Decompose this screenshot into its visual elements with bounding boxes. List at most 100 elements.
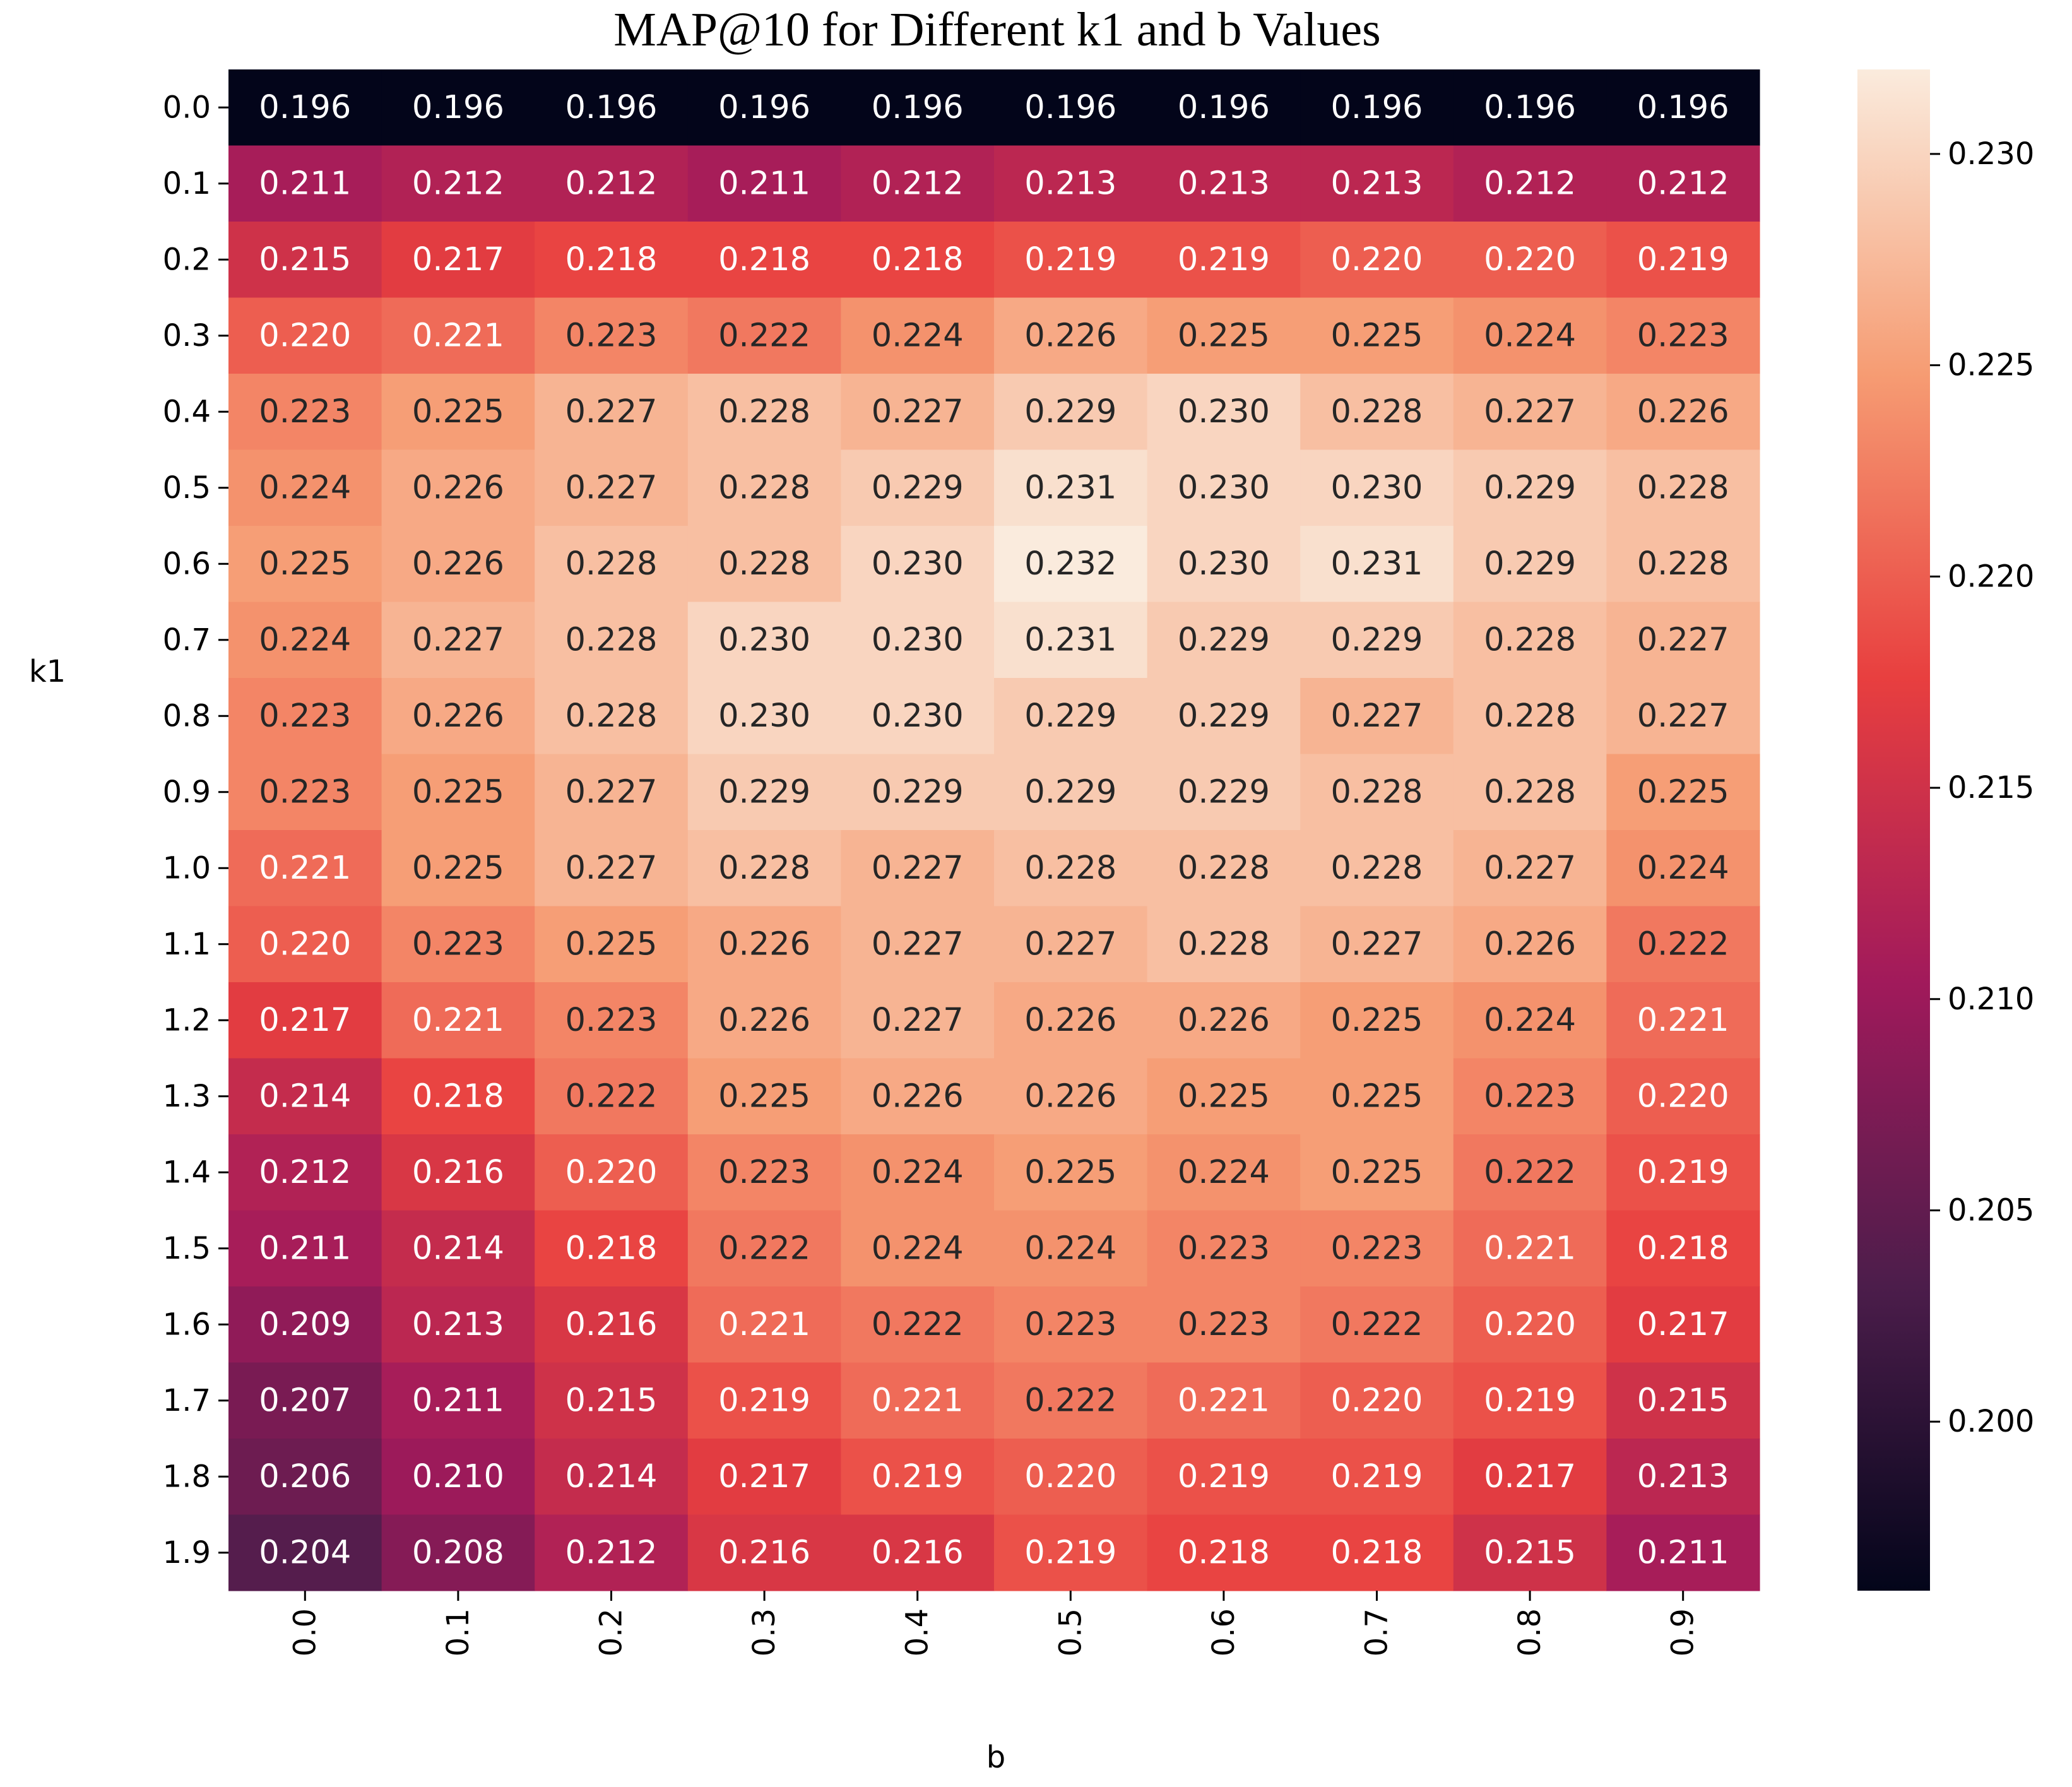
cell-value-label: 0.223 [1484, 1078, 1576, 1115]
heatmap-cell [1453, 1058, 1607, 1135]
heatmap-cell [687, 1210, 841, 1287]
heatmap-cell [535, 145, 689, 222]
heatmap-cell [687, 297, 841, 374]
colorbar-tick-label: 0.230 [1948, 136, 2034, 172]
heatmap-cell [381, 1439, 535, 1516]
heatmap-cell [994, 754, 1148, 831]
cell-value-label: 0.220 [1484, 241, 1576, 278]
cell-value-label: 0.212 [1484, 165, 1576, 202]
heatmap-cell [687, 222, 841, 299]
cell-value-label: 0.228 [565, 621, 657, 658]
cell-value-label: 0.228 [718, 850, 810, 887]
cell-value-label: 0.231 [1024, 621, 1116, 658]
y-tick-label: 0.1 [163, 166, 211, 201]
cell-value-label: 0.227 [1484, 850, 1576, 887]
cell-value-label: 0.225 [412, 850, 504, 887]
heatmap-cell [381, 678, 535, 755]
cell-value-label: 0.227 [565, 393, 657, 430]
heatmap-cell [1300, 69, 1454, 146]
cell-value-label: 0.222 [1484, 1154, 1576, 1191]
cell-value-label: 0.218 [412, 1078, 504, 1115]
heatmap-cell [994, 602, 1148, 679]
cell-value-label: 0.228 [1330, 393, 1423, 430]
heatmap-cell [687, 1058, 841, 1135]
cell-value-label: 0.230 [1330, 469, 1423, 506]
cell-value-label: 0.215 [1484, 1534, 1576, 1571]
heatmap-cell [1606, 602, 1760, 679]
heatmap-cell [535, 1514, 689, 1591]
cell-value-label: 0.196 [718, 89, 810, 126]
cell-value-label: 0.230 [872, 545, 964, 583]
heatmap-cell [228, 602, 382, 679]
y-tick-label: 0.3 [163, 318, 211, 353]
heatmap-cell [535, 222, 689, 299]
heatmap-cell [535, 754, 689, 831]
cell-value-label: 0.227 [872, 850, 964, 887]
heatmap-cell [994, 1286, 1148, 1363]
cell-value-label: 0.227 [1637, 621, 1729, 658]
heatmap-cell [687, 526, 841, 603]
cell-value-label: 0.228 [1178, 850, 1270, 887]
heatmap-cell [994, 1210, 1148, 1287]
cell-value-label: 0.230 [1178, 545, 1270, 583]
y-tick-label: 1.8 [163, 1459, 211, 1494]
cell-value-label: 0.227 [872, 925, 964, 963]
cell-value-label: 0.219 [1178, 241, 1270, 278]
heatmap-cell [841, 1514, 995, 1591]
heatmap-cell [994, 1058, 1148, 1135]
heatmap-cell [228, 830, 382, 907]
cell-value-label: 0.227 [1484, 393, 1576, 430]
cell-value-label: 0.222 [1637, 925, 1729, 963]
heatmap-cells: 0.196 0.196 0.196 0.196 0.196 0.196 0.196 0.196… [228, 69, 1760, 1591]
x-tick-label: 0.8 [1512, 1608, 1548, 1656]
heatmap-cell [1147, 830, 1301, 907]
cell-value-label: 0.226 [1178, 1002, 1270, 1039]
heatmap-cell [1147, 297, 1301, 374]
heatmap-cell [381, 906, 535, 983]
heatmap-cell [1606, 678, 1760, 755]
heatmap-cell [1606, 1514, 1760, 1591]
heatmap-cell [687, 1286, 841, 1363]
heatmap-cell [1300, 526, 1454, 603]
heatmap-cell [1300, 1134, 1454, 1211]
cell-value-label: 0.221 [1178, 1382, 1270, 1419]
heatmap-cell [1147, 678, 1301, 755]
cell-value-label: 0.212 [1637, 165, 1729, 202]
heatmap-cell [841, 297, 995, 374]
heatmap-cell [687, 374, 841, 451]
cell-value-label: 0.213 [1637, 1458, 1729, 1495]
heatmap-cell [841, 906, 995, 983]
cell-value-label: 0.204 [259, 1534, 351, 1571]
cell-value-label: 0.214 [565, 1458, 657, 1495]
cell-value-label: 0.216 [565, 1306, 657, 1343]
cell-value-label: 0.224 [259, 621, 351, 658]
cell-value-label: 0.224 [1484, 1002, 1576, 1039]
heatmap-cell [535, 906, 689, 983]
heatmap-cell [535, 830, 689, 907]
heatmap-cell [1300, 145, 1454, 222]
heatmap-cell [1606, 526, 1760, 603]
cell-value-label: 0.220 [1330, 1382, 1423, 1419]
cell-value-label: 0.216 [872, 1534, 964, 1571]
cell-value-label: 0.229 [1178, 698, 1270, 735]
heatmap-cell [687, 145, 841, 222]
x-tick-label: 0.4 [900, 1608, 935, 1656]
heatmap-cell [381, 1058, 535, 1135]
cell-value-label: 0.225 [1330, 1154, 1423, 1191]
cell-value-label: 0.224 [1024, 1230, 1116, 1267]
heatmap-cell [228, 69, 382, 146]
heatmap-cell [994, 1514, 1148, 1591]
cell-value-label: 0.196 [412, 89, 504, 126]
cell-value-label: 0.215 [259, 241, 351, 278]
heatmap-cell [228, 754, 382, 831]
heatmap-cell [381, 374, 535, 451]
cell-value-label: 0.206 [259, 1458, 351, 1495]
heatmap-cell [994, 830, 1148, 907]
cell-value-label: 0.196 [872, 89, 964, 126]
heatmap-cell [228, 449, 382, 526]
heatmap-cell [994, 222, 1148, 299]
cell-value-label: 0.226 [718, 925, 810, 963]
heatmap-cell [841, 374, 995, 451]
cell-value-label: 0.225 [412, 393, 504, 430]
